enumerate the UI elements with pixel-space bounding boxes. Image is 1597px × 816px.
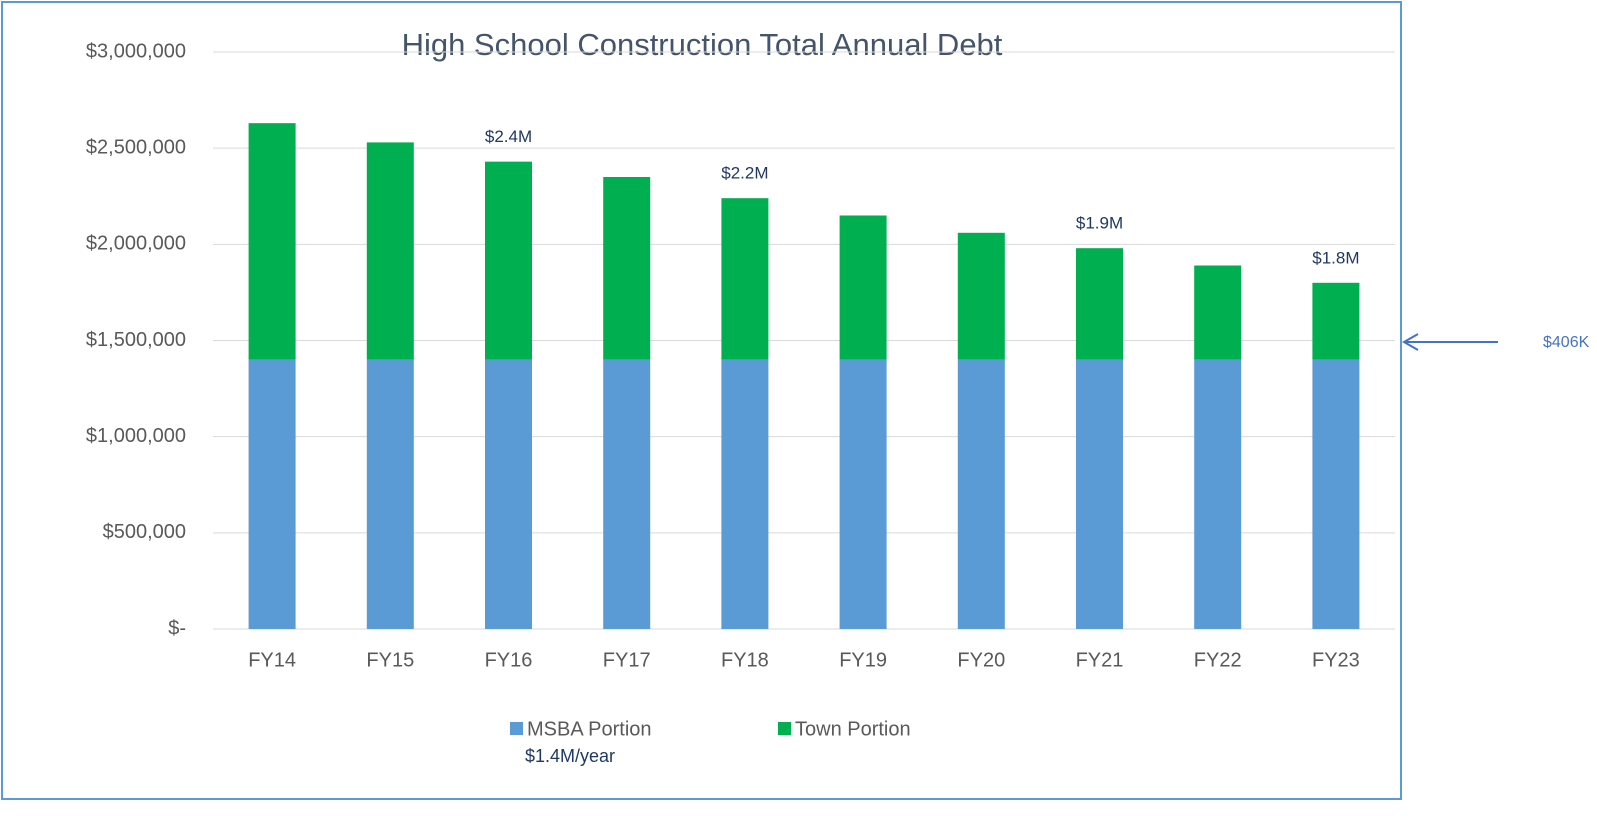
bar-segment: [1076, 359, 1123, 629]
legend-note: $1.4M/year: [525, 746, 615, 766]
data-label: $1.9M: [1076, 214, 1123, 233]
y-tick-label: $1,500,000: [86, 329, 186, 351]
y-tick-label: $500,000: [103, 521, 186, 543]
side-note: $406K: [1543, 334, 1590, 351]
arrow-head: [1401, 333, 1419, 351]
bar-segment: [721, 359, 769, 629]
y-tick-label: $-: [168, 617, 186, 639]
bar-segment: [957, 359, 1005, 629]
data-label: $1.8M: [1312, 248, 1359, 267]
x-tick-label: FY23: [1312, 649, 1360, 671]
chart-frame: [1, 1, 1402, 800]
bar-segment: [957, 232, 1005, 360]
x-tick-label: FY17: [603, 649, 651, 671]
bar-segment: [839, 359, 887, 629]
bar-segment: [248, 123, 296, 360]
bar-segment: [366, 359, 414, 629]
bar-segment: [603, 177, 651, 360]
legend-label: MSBA Portion: [527, 718, 652, 740]
x-tick-label: FY18: [721, 649, 769, 671]
bar-segment: [721, 198, 769, 360]
bar-segment: [1194, 359, 1242, 629]
bar-segment: [366, 142, 414, 360]
chart-title: High School Construction Total Annual De…: [402, 27, 1003, 62]
y-tick-label: $2,000,000: [86, 233, 186, 255]
bar-segment: [1312, 282, 1360, 360]
bar-segment: [1076, 248, 1123, 360]
x-tick-label: FY16: [485, 649, 533, 671]
y-tick-label: $3,000,000: [86, 40, 186, 62]
x-tick-label: FY20: [957, 649, 1005, 671]
legend-swatch: [510, 722, 523, 735]
data-label: $2.4M: [485, 127, 532, 146]
bar-segment: [1312, 359, 1360, 629]
x-tick-label: FY21: [1076, 649, 1124, 671]
y-tick-label: $2,500,000: [86, 136, 186, 158]
bar-segment: [1194, 265, 1242, 360]
bar-segment: [839, 215, 887, 360]
legend-label: Town Portion: [795, 718, 911, 740]
x-tick-label: FY14: [248, 649, 296, 671]
legend-swatch: [778, 722, 791, 735]
x-tick-label: FY22: [1194, 649, 1242, 671]
bar-segment: [248, 359, 296, 629]
x-tick-label: FY19: [839, 649, 887, 671]
bar-segment: [485, 161, 532, 360]
x-tick-label: FY15: [366, 649, 414, 671]
bar-segment: [603, 359, 651, 629]
data-label: $2.2M: [721, 164, 768, 183]
y-tick-label: $1,000,000: [86, 425, 186, 447]
bar-segment: [485, 359, 532, 629]
